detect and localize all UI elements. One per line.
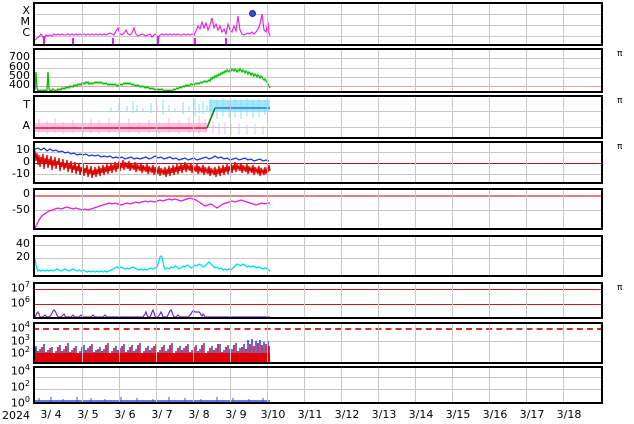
flare-marker-dot[interactable] xyxy=(249,10,256,17)
ytick-density-a: A xyxy=(22,119,30,132)
refline-1e7 xyxy=(33,289,603,290)
ytick-pflux-1e4: 104 xyxy=(10,320,30,335)
ytick-eflux-1e6: 106 xyxy=(10,295,30,310)
xtick-10: 3/14 xyxy=(408,408,434,421)
pi-mark-2: π xyxy=(617,96,623,106)
panel-temperature-density[interactable] xyxy=(33,95,603,139)
panel-particle-flux-low[interactable] xyxy=(33,366,603,404)
panel-solar-wind-speed[interactable] xyxy=(33,48,603,93)
refline-dst-zero xyxy=(33,195,603,197)
refline-zero xyxy=(33,163,603,164)
series-goes-xray-long xyxy=(34,13,271,44)
refline-1e6 xyxy=(33,304,603,305)
xtick-4: 3/ 8 xyxy=(188,408,210,421)
xtick-13: 3/17 xyxy=(519,408,545,421)
xtick-6: 3/10 xyxy=(260,408,286,421)
ytick-wind-600: 600 xyxy=(9,60,30,73)
ytick-dst-neg50: -50 xyxy=(12,203,30,216)
panel-xray-flux[interactable] xyxy=(33,2,603,46)
series-dst xyxy=(34,197,270,228)
ytick-low-1e2: 102 xyxy=(10,379,30,394)
ytick-b-10: 10 xyxy=(16,143,30,156)
panel-kp-ae-index[interactable] xyxy=(33,235,603,277)
panel-dst-index[interactable] xyxy=(33,188,603,230)
ytick-dst-0: 0 xyxy=(23,187,30,200)
refline-1e4-threshold xyxy=(33,328,603,330)
ytick-b-neg10: -10 xyxy=(12,167,30,180)
ytick-xray-m: M xyxy=(20,15,31,28)
pi-mark-3: π xyxy=(617,142,623,152)
xaxis-year-label: 2024 xyxy=(2,409,30,422)
refline-400 xyxy=(33,86,603,87)
ytick-pflux-1e3: 103 xyxy=(10,333,30,348)
panel-magnetic-field[interactable] xyxy=(33,141,603,184)
ytick-ae-40: 40 xyxy=(16,237,30,250)
xtick-1: 3/ 5 xyxy=(77,408,99,421)
plot-area xyxy=(33,0,603,404)
xtick-2: 3/ 6 xyxy=(114,408,136,421)
xtick-9: 3/13 xyxy=(371,408,397,421)
series-temp-density-cloud xyxy=(35,98,270,135)
pi-mark-1: π xyxy=(617,49,623,59)
ytick-b-0: 0 xyxy=(23,155,30,168)
ytick-eflux-1e7: 107 xyxy=(10,280,30,295)
ytick-wind-500: 500 xyxy=(9,69,30,82)
pi-mark-4: π xyxy=(617,283,623,293)
panel-electron-flux-high[interactable] xyxy=(33,282,603,319)
xtick-3: 3/ 7 xyxy=(151,408,173,421)
ytick-xray-c: C xyxy=(22,26,30,39)
ytick-ae-20: 20 xyxy=(16,250,30,263)
series-particle-flux xyxy=(35,397,270,402)
ytick-xray-x: X xyxy=(22,4,30,17)
ytick-wind-700: 700 xyxy=(9,50,30,63)
xtick-8: 3/12 xyxy=(334,408,360,421)
ytick-pflux-1e2: 102 xyxy=(10,345,30,360)
series-proton-flux xyxy=(34,339,270,362)
panel-proton-flux[interactable] xyxy=(33,322,603,364)
series-electron-flux xyxy=(34,308,270,317)
ytick-low-1e0: 100 xyxy=(10,395,30,410)
ytick-low-1e4: 104 xyxy=(10,363,30,378)
xtick-11: 3/15 xyxy=(445,408,471,421)
xtick-0: 3/ 4 xyxy=(40,408,62,421)
xtick-7: 3/11 xyxy=(297,408,323,421)
xtick-5: 3/ 9 xyxy=(225,408,247,421)
ytick-wind-400: 400 xyxy=(9,78,30,91)
xtick-14: 3/18 xyxy=(556,408,582,421)
xtick-12: 3/16 xyxy=(482,408,508,421)
ytick-temp-t: T xyxy=(23,98,30,111)
